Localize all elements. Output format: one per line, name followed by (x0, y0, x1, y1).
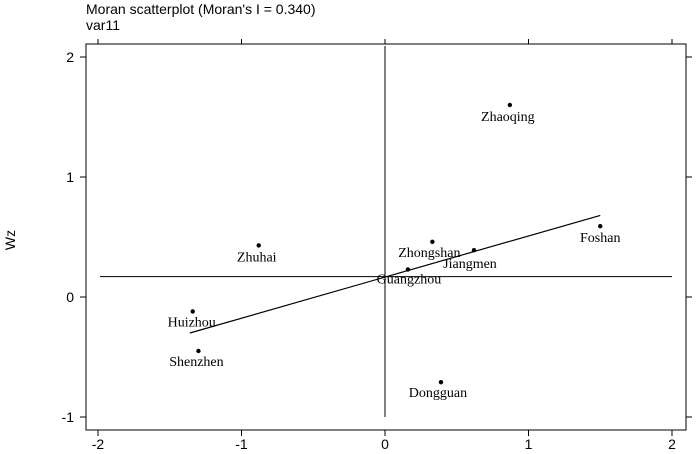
x-tick-label: 1 (525, 436, 533, 452)
scatter-point-zhaoqing (507, 102, 513, 108)
scatter-point-zhongshan (430, 239, 435, 244)
x-axis-ticks: -2 -1 0 1 2 (92, 39, 676, 452)
x-tick-label: 2 (668, 436, 676, 452)
y-axis-ticks: -1 0 1 2 (62, 49, 692, 425)
x-tick-label: -2 (92, 436, 105, 452)
y-tick-label: 1 (66, 169, 74, 185)
regression-line-segment (189, 214, 601, 334)
x-tick-label: -1 (235, 436, 248, 452)
chart-subtitle: var11 (86, 17, 120, 33)
scatter-point-shenzhen (196, 348, 201, 354)
scatter-point-guangzhou (405, 267, 411, 272)
point-label-jiangmen: Jiangmen (443, 257, 497, 272)
scatter-point-dongguan (438, 380, 444, 385)
point-label-zhuhai: Zhuhai (237, 250, 277, 265)
plot-frame (85, 43, 687, 431)
point-label-dongguan: Dongguan (409, 386, 467, 401)
chart-title: Moran scatterplot (Moran's I = 0.340) (86, 1, 316, 17)
point-label-zhongshan: Zhongshan (398, 246, 460, 261)
regression-line (189, 214, 601, 334)
point-label-guangzhou: Guangzhou (377, 272, 442, 287)
point-label-huizhou: Huizhou (168, 315, 216, 330)
data-points: Zhaoqing Foshan ZhongshanJiangmenGuangzhou… (168, 102, 620, 401)
y-tick-label: 0 (66, 289, 74, 305)
scatter-point-jiangmen (471, 248, 477, 253)
y-tick-label: -1 (62, 409, 75, 425)
point-label-foshan: Foshan (580, 231, 620, 246)
y-axis-label: Wz (2, 230, 18, 250)
point-label-shenzhen: Shenzhen (169, 355, 223, 370)
x-tick-label: 0 (381, 436, 389, 452)
scatter-point-foshan (598, 224, 603, 229)
y-tick-label: 2 (66, 49, 74, 65)
scatter-point-huizhou (190, 309, 195, 314)
scatter-point-zhuhai (256, 243, 261, 248)
point-label-zhaoqing: Zhaoqing (481, 110, 535, 125)
